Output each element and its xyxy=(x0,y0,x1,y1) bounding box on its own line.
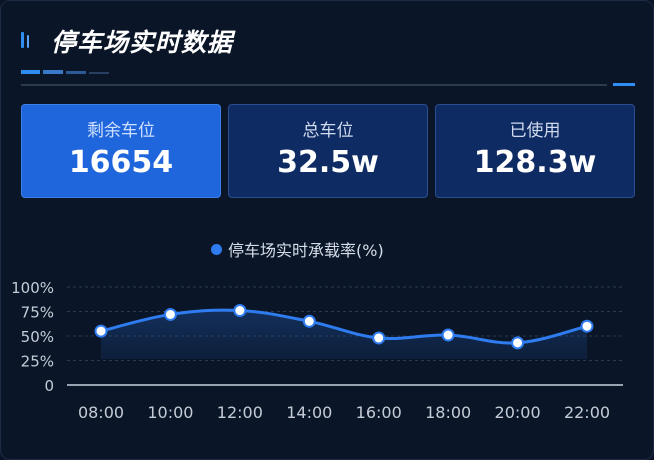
title-underline-decoration xyxy=(21,70,121,78)
stat-value: 16654 xyxy=(68,145,174,180)
x-tick-label: 08:00 xyxy=(78,403,124,422)
page-title: 停车场实时数据 xyxy=(51,28,234,57)
stat-label: 剩余车位 xyxy=(87,121,155,141)
title-bars-icon xyxy=(21,32,33,48)
header-divider-accent xyxy=(613,83,635,86)
series-area xyxy=(101,310,587,359)
stat-label: 已使用 xyxy=(509,121,561,141)
header-divider xyxy=(21,84,607,86)
data-point xyxy=(233,304,247,318)
x-tick-label: 20:00 xyxy=(495,403,541,422)
stat-label: 总车位 xyxy=(302,121,354,141)
x-tick-label: 12:00 xyxy=(217,403,263,422)
chart-legend: 停车场实时承载率(%) xyxy=(211,237,384,261)
data-point xyxy=(441,328,455,342)
legend-label: 停车场实时承载率(%) xyxy=(228,241,384,260)
data-point xyxy=(580,319,594,333)
y-tick-label: 50% xyxy=(21,328,54,346)
data-point xyxy=(94,324,108,338)
legend-dot-icon xyxy=(211,243,222,255)
y-tick-label: 75% xyxy=(21,304,54,322)
stat-card-used[interactable]: 已使用 128.3w xyxy=(435,104,635,198)
x-tick-label: 22:00 xyxy=(564,403,610,422)
occupancy-line-chart: 0 25% 50% 75% 100% 08:00 10:00 12:00 14:00 16:00 1… xyxy=(11,279,623,422)
stat-value: 128.3w xyxy=(473,145,597,180)
y-tick-label: 0 xyxy=(44,377,54,395)
stat-card-remaining-spaces[interactable]: 剩余车位 16654 xyxy=(21,104,221,198)
data-point xyxy=(372,331,386,345)
data-point xyxy=(302,314,316,328)
y-tick-label: 25% xyxy=(21,353,54,371)
x-tick-label: 10:00 xyxy=(147,403,193,422)
data-point xyxy=(163,307,177,321)
x-tick-label: 16:00 xyxy=(356,403,402,422)
x-tick-label: 14:00 xyxy=(286,403,332,422)
x-tick-label: 18:00 xyxy=(425,403,471,422)
y-tick-label: 100% xyxy=(11,279,54,297)
series-line xyxy=(100,308,588,345)
stat-value: 32.5w xyxy=(277,145,379,180)
stat-card-total-spaces[interactable]: 总车位 32.5w xyxy=(228,104,428,198)
data-point xyxy=(511,336,525,350)
